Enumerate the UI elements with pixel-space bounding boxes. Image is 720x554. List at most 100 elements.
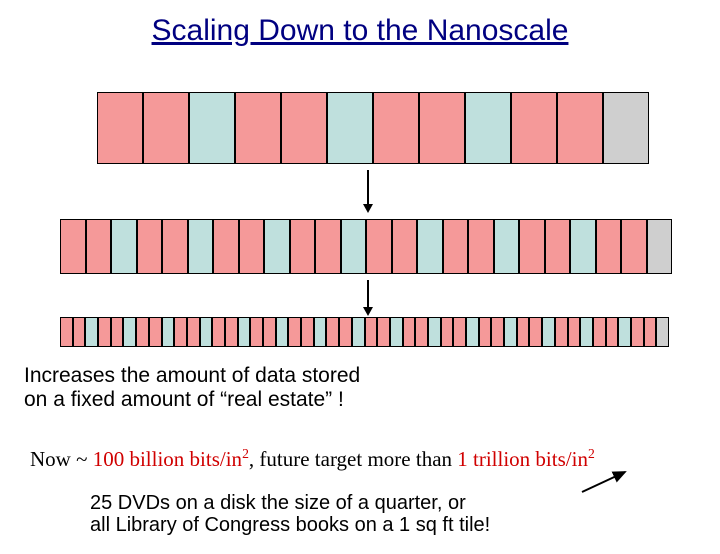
bit-cell xyxy=(162,219,188,274)
bit-cell xyxy=(631,317,644,347)
bit-cell xyxy=(98,317,111,347)
bit-cell xyxy=(468,219,494,274)
bit-cell xyxy=(618,317,631,347)
bit-cell xyxy=(174,317,187,347)
bit-cell xyxy=(568,317,581,347)
bit-cell xyxy=(606,317,619,347)
bit-cell xyxy=(453,317,466,347)
bit-cell xyxy=(143,92,189,164)
caption-examples-l2: all Library of Congress books on a 1 sq … xyxy=(90,514,490,536)
bit-cell xyxy=(580,317,593,347)
bit-cell xyxy=(212,317,225,347)
bit-cell xyxy=(315,219,341,274)
bit-cell xyxy=(545,219,571,274)
bit-cell xyxy=(491,317,504,347)
bit-cell xyxy=(465,92,511,164)
bit-cell xyxy=(419,92,465,164)
bit-cell xyxy=(443,219,469,274)
bit-cell xyxy=(352,317,365,347)
bit-cell xyxy=(250,317,263,347)
bit-cell xyxy=(403,317,416,347)
bit-cell xyxy=(441,317,454,347)
bit-cell xyxy=(326,317,339,347)
bit-cell xyxy=(428,317,441,347)
bit-cell xyxy=(596,219,622,274)
bit-cell xyxy=(647,219,673,274)
scale-row3 xyxy=(60,317,669,347)
bit-cell xyxy=(264,219,290,274)
bit-cell xyxy=(365,317,378,347)
bit-cell xyxy=(366,219,392,274)
bit-cell xyxy=(189,92,235,164)
density-target: 1 trillion bits/in2 xyxy=(457,447,595,471)
bit-cell xyxy=(377,317,390,347)
bit-cell xyxy=(494,219,520,274)
bit-cell xyxy=(479,317,492,347)
density-now: 100 billion bits/in2 xyxy=(93,447,249,471)
bit-cell xyxy=(263,317,276,347)
bit-cell xyxy=(415,317,428,347)
caption-storage-l2: on a fixed amount of “real estate” ! xyxy=(24,388,344,411)
bit-cell xyxy=(557,92,603,164)
bit-cell xyxy=(555,317,568,347)
bit-cell xyxy=(644,317,657,347)
density-prefix: Now ~ xyxy=(30,447,93,471)
bit-cell xyxy=(235,92,281,164)
bit-cell xyxy=(162,317,175,347)
bit-cell xyxy=(86,219,112,274)
caption-density: Now ~ 100 billion bits/in2, future targe… xyxy=(30,446,595,472)
bit-cell xyxy=(238,317,251,347)
bit-cell xyxy=(97,92,143,164)
bit-cell xyxy=(239,219,265,274)
bit-cell xyxy=(85,317,98,347)
bit-cell xyxy=(111,219,137,274)
bit-cell xyxy=(570,219,596,274)
scale-row1 xyxy=(97,92,649,164)
caption-examples: 25 DVDs on a disk the size of a quarter,… xyxy=(90,492,490,536)
bit-cell xyxy=(621,219,647,274)
bit-cell xyxy=(290,219,316,274)
bit-cell xyxy=(60,317,73,347)
bit-cell xyxy=(276,317,289,347)
bit-cell xyxy=(288,317,301,347)
down-arrow xyxy=(363,280,373,316)
bit-cell xyxy=(200,317,213,347)
caption-storage: Increases the amount of data stored on a… xyxy=(24,364,360,412)
bit-cell xyxy=(593,317,606,347)
bit-cell xyxy=(341,219,367,274)
bit-cell xyxy=(73,317,86,347)
bit-cell xyxy=(339,317,352,347)
down-arrow xyxy=(363,170,373,213)
bit-cell xyxy=(111,317,124,347)
bit-cell xyxy=(60,219,86,274)
caption-examples-l1: 25 DVDs on a disk the size of a quarter,… xyxy=(90,492,466,514)
bit-cell xyxy=(519,219,545,274)
bit-cell xyxy=(149,317,162,347)
bit-cell xyxy=(136,317,149,347)
bit-cell xyxy=(301,317,314,347)
page-title: Scaling Down to the Nanoscale xyxy=(0,14,720,48)
bit-cell xyxy=(314,317,327,347)
bit-cell xyxy=(187,317,200,347)
bit-cell xyxy=(137,219,163,274)
bit-cell xyxy=(327,92,373,164)
bit-cell xyxy=(656,317,669,347)
caption-storage-l1: Increases the amount of data stored xyxy=(24,364,360,387)
bit-cell xyxy=(603,92,649,164)
density-mid: , future target more than xyxy=(249,447,457,471)
bit-cell xyxy=(417,219,443,274)
bit-cell xyxy=(511,92,557,164)
bit-cell xyxy=(517,317,530,347)
bit-cell xyxy=(123,317,136,347)
scale-row2 xyxy=(60,219,672,274)
bit-cell xyxy=(213,219,239,274)
bit-cell xyxy=(542,317,555,347)
bit-cell xyxy=(392,219,418,274)
bit-cell xyxy=(504,317,517,347)
bit-cell xyxy=(390,317,403,347)
bit-cell xyxy=(466,317,479,347)
bit-cell xyxy=(529,317,542,347)
bit-cell xyxy=(188,219,214,274)
bit-cell xyxy=(373,92,419,164)
bit-cell xyxy=(225,317,238,347)
